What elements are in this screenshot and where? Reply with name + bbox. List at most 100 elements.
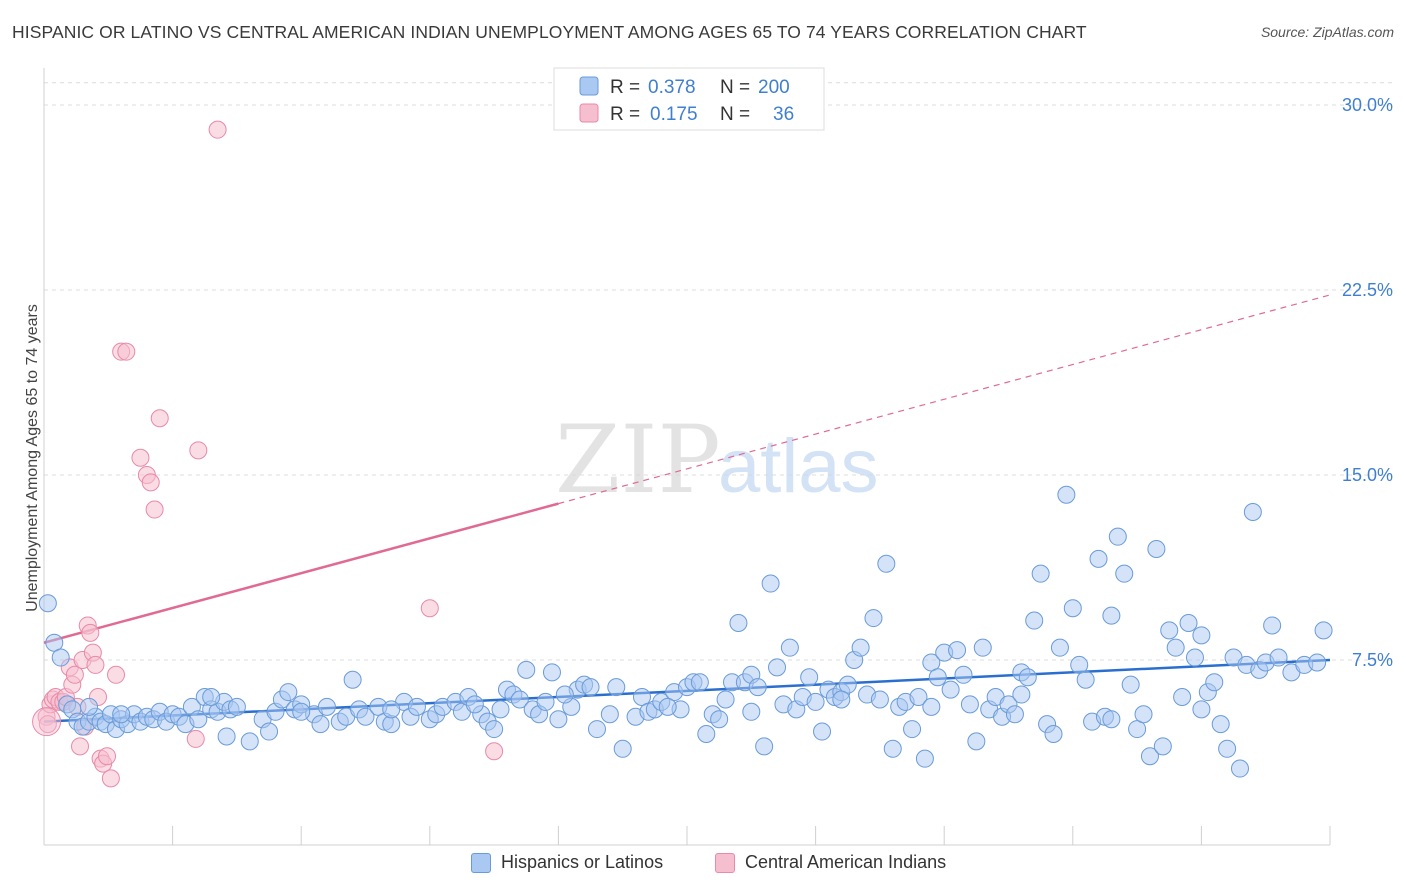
- data-point-hispanic: [1012, 685, 1031, 704]
- data-point-hispanic: [485, 720, 504, 739]
- data-point-hispanic: [1147, 540, 1166, 558]
- data-point-hispanic: [1140, 747, 1159, 766]
- data-point-hispanic: [1057, 485, 1076, 504]
- legend-top-r-value-1: 0.378: [648, 77, 696, 98]
- data-point-hispanic: [356, 707, 375, 726]
- legend-top-n-label-1: N =: [720, 77, 750, 98]
- legend-top-swatch-pink: [579, 103, 599, 123]
- data-point-hispanic: [755, 737, 774, 756]
- data-point-hispanic: [1063, 599, 1082, 618]
- data-point-central-american: [38, 715, 57, 734]
- data-point-hispanic: [292, 702, 311, 721]
- data-point-hispanic: [1044, 725, 1063, 743]
- scatter-chart: ZIP atlas Unemployment Among Ages 65 to …: [24, 67, 1393, 846]
- data-point-hispanic: [279, 683, 298, 702]
- data-point-hispanic: [813, 722, 832, 741]
- data-point-hispanic: [1070, 655, 1089, 674]
- data-point-hispanic: [517, 660, 536, 679]
- data-point-hispanic: [864, 609, 883, 628]
- data-point-hispanic: [883, 739, 902, 758]
- data-point-central-american: [485, 742, 504, 761]
- central-american-indians-points: [32, 120, 504, 788]
- data-point-hispanic: [1269, 648, 1288, 667]
- data-point-central-american: [208, 120, 227, 139]
- data-point-central-american: [141, 473, 160, 492]
- data-point-hispanic: [954, 665, 973, 684]
- data-point-central-american: [101, 769, 120, 788]
- data-point-hispanic: [1308, 653, 1327, 672]
- legend-swatch-pink: [715, 852, 735, 873]
- data-point-hispanic: [658, 697, 677, 716]
- data-point-hispanic: [761, 574, 780, 593]
- data-point-hispanic: [465, 695, 484, 714]
- data-point-central-american: [71, 737, 90, 756]
- y-axis-label: Unemployment Among Ages 65 to 74 years: [24, 304, 41, 612]
- legend-item-hispanics: Hispanics or Latinos: [471, 852, 663, 873]
- data-point-hispanic: [729, 614, 748, 632]
- data-point-hispanic: [1128, 720, 1147, 739]
- data-point-hispanic: [555, 685, 574, 704]
- data-point-central-american: [107, 665, 126, 684]
- data-point-hispanic: [1050, 638, 1069, 657]
- data-point-hispanic: [903, 720, 922, 739]
- data-point-hispanic: [260, 722, 279, 741]
- legend-top: R = 0.378 N = 200 R = 0.175 N = 36: [553, 67, 825, 131]
- data-point-hispanic: [607, 678, 626, 697]
- data-point-hispanic: [780, 638, 799, 657]
- legend-top-box: [553, 67, 825, 131]
- data-point-central-american: [420, 599, 439, 618]
- data-point-central-american: [117, 342, 136, 361]
- data-point-hispanic: [1192, 700, 1211, 719]
- data-point-hispanic: [510, 690, 529, 709]
- data-point-hispanic: [851, 638, 870, 657]
- data-point-hispanic: [806, 692, 825, 711]
- data-point-central-american: [189, 441, 208, 460]
- watermark-zip: ZIP: [555, 406, 721, 515]
- data-point-hispanic: [941, 680, 960, 699]
- data-point-hispanic: [311, 715, 330, 734]
- data-point-hispanic: [38, 594, 57, 613]
- data-point-hispanic: [877, 554, 896, 573]
- data-point-hispanic: [45, 633, 64, 652]
- data-point-hispanic: [382, 700, 401, 719]
- data-point-hispanic: [112, 705, 131, 724]
- legend-top-n-label-2: N =: [720, 104, 750, 125]
- data-point-central-american: [150, 409, 169, 428]
- data-point-hispanic: [768, 658, 787, 677]
- legend-label-hispanics: Hispanics or Latinos: [501, 852, 664, 872]
- legend-top-n-value-1: 200: [758, 77, 790, 98]
- trend-line-central-american-projection: [558, 294, 1331, 505]
- legend-swatch-blue: [471, 852, 491, 873]
- source-label: Source: ZipAtlas.com: [1260, 24, 1394, 40]
- data-point-hispanic: [838, 675, 857, 694]
- y-tick-label: 15.0%: [1342, 465, 1393, 485]
- data-point-hispanic: [240, 732, 259, 751]
- data-point-hispanic: [716, 690, 735, 709]
- data-point-hispanic: [217, 727, 236, 746]
- legend-bottom: Hispanics or Latinos Central American In…: [0, 852, 1406, 878]
- data-point-hispanic: [587, 720, 606, 739]
- data-point-central-american: [98, 747, 117, 766]
- data-point-hispanic: [1173, 688, 1192, 706]
- chart-title: HISPANIC OR LATINO VS CENTRAL AMERICAN I…: [12, 22, 1087, 42]
- y-tick-labels: 7.5% 15.0% 22.5% 30.0%: [1342, 95, 1393, 670]
- data-point-hispanic: [710, 710, 729, 729]
- data-point-hispanic: [1166, 638, 1185, 657]
- data-point-hispanic: [1121, 675, 1140, 694]
- data-point-hispanic: [832, 690, 851, 709]
- data-point-hispanic: [1025, 611, 1044, 630]
- data-point-central-american: [86, 655, 105, 674]
- data-point-hispanic: [922, 653, 941, 672]
- data-point-hispanic: [1005, 705, 1024, 724]
- data-point-hispanic: [1314, 621, 1333, 640]
- data-point-hispanic: [80, 697, 99, 716]
- data-point-hispanic: [1185, 648, 1204, 667]
- data-point-hispanic: [1160, 621, 1179, 640]
- data-point-hispanic: [1179, 614, 1198, 632]
- data-point-hispanic: [1031, 564, 1050, 583]
- hispanics-or-latinos-points: [38, 485, 1333, 778]
- data-point-hispanic: [922, 697, 941, 716]
- data-point-hispanic: [967, 732, 986, 751]
- data-point-hispanic: [1076, 670, 1095, 689]
- data-point-central-american: [32, 707, 62, 737]
